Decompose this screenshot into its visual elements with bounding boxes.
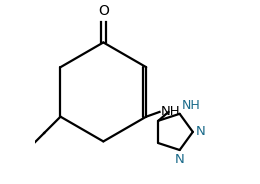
Text: N: N	[175, 153, 185, 166]
Text: O: O	[98, 4, 109, 18]
Text: N: N	[196, 125, 205, 138]
Text: NH: NH	[160, 105, 180, 118]
Text: NH: NH	[182, 98, 201, 112]
